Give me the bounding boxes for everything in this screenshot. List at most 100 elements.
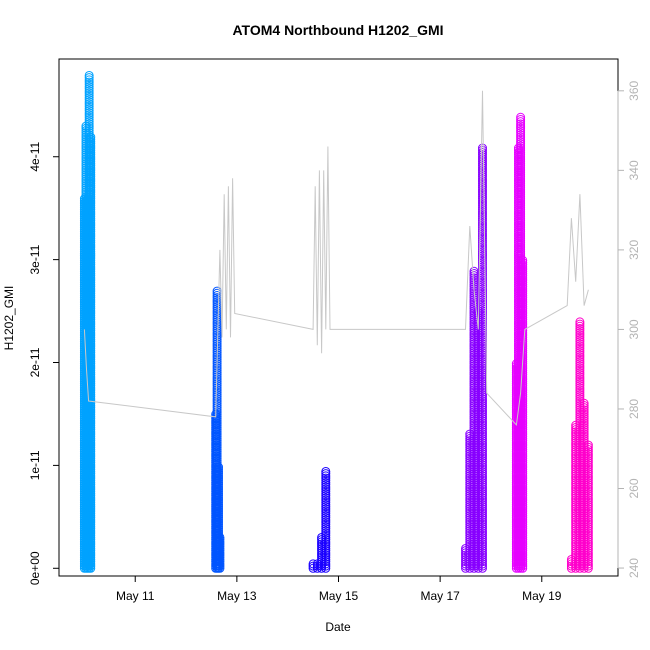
data-point bbox=[583, 493, 593, 503]
data-point bbox=[513, 211, 523, 221]
data-point bbox=[583, 484, 593, 494]
data-point bbox=[516, 147, 526, 157]
data-point bbox=[513, 200, 523, 210]
data-point bbox=[321, 550, 331, 560]
data-point bbox=[86, 218, 96, 228]
data-point bbox=[516, 163, 526, 173]
data-point bbox=[86, 462, 96, 472]
data-point bbox=[516, 293, 526, 303]
y2-tick-label: 260 bbox=[627, 478, 641, 498]
data-point bbox=[86, 301, 96, 311]
data-point bbox=[86, 345, 96, 355]
data-point bbox=[583, 491, 593, 501]
data-point bbox=[212, 416, 222, 426]
data-point bbox=[518, 409, 528, 419]
data-point bbox=[477, 147, 487, 157]
data-point bbox=[86, 290, 96, 300]
data-point bbox=[477, 161, 487, 171]
data-point bbox=[518, 407, 528, 417]
data-point bbox=[518, 420, 528, 430]
data-point bbox=[321, 517, 331, 527]
data-point bbox=[477, 486, 487, 496]
data-point bbox=[84, 88, 94, 98]
data-point bbox=[583, 506, 593, 516]
data-point bbox=[518, 315, 528, 325]
data-point bbox=[518, 488, 528, 498]
data-point bbox=[516, 480, 526, 490]
data-point bbox=[518, 330, 528, 340]
data-point bbox=[86, 508, 96, 518]
data-point bbox=[516, 174, 526, 184]
data-point bbox=[516, 356, 526, 366]
data-point bbox=[513, 167, 523, 177]
data-point bbox=[477, 255, 487, 265]
data-point bbox=[518, 328, 528, 338]
data-point bbox=[516, 438, 526, 448]
data-point bbox=[575, 359, 585, 369]
data-point bbox=[518, 473, 528, 483]
data-point bbox=[518, 282, 528, 292]
data-point bbox=[583, 466, 593, 476]
data-point bbox=[516, 466, 526, 476]
data-point bbox=[477, 224, 487, 234]
data-point bbox=[86, 167, 96, 177]
data-point bbox=[477, 554, 487, 564]
data-point bbox=[518, 471, 528, 481]
data-point bbox=[518, 552, 528, 562]
data-point bbox=[215, 557, 225, 567]
data-point bbox=[212, 429, 222, 439]
data-point bbox=[477, 543, 487, 553]
data-point bbox=[513, 143, 523, 153]
data-point bbox=[86, 163, 96, 173]
data-point bbox=[86, 352, 96, 362]
data-point bbox=[518, 271, 528, 281]
data-point bbox=[513, 198, 523, 208]
data-point bbox=[86, 189, 96, 199]
data-point bbox=[516, 277, 526, 287]
data-point bbox=[518, 264, 528, 274]
data-point bbox=[84, 92, 94, 102]
data-point bbox=[214, 530, 224, 540]
data-point bbox=[86, 389, 96, 399]
data-point bbox=[518, 299, 528, 309]
data-point bbox=[516, 317, 526, 327]
data-point bbox=[477, 524, 487, 534]
data-point bbox=[477, 499, 487, 509]
data-point bbox=[516, 143, 526, 153]
data-point bbox=[516, 227, 526, 237]
data-point bbox=[516, 132, 526, 142]
data-point bbox=[321, 537, 331, 547]
data-point bbox=[86, 227, 96, 237]
data-point bbox=[518, 526, 528, 536]
data-point bbox=[86, 513, 96, 523]
data-point bbox=[579, 409, 589, 419]
data-point bbox=[86, 493, 96, 503]
data-point bbox=[212, 455, 222, 465]
data-point bbox=[321, 495, 331, 505]
data-point bbox=[583, 515, 593, 525]
data-point bbox=[477, 535, 487, 545]
data-point bbox=[477, 242, 487, 252]
data-point bbox=[215, 543, 225, 553]
data-point bbox=[516, 187, 526, 197]
data-point bbox=[86, 317, 96, 327]
data-point bbox=[583, 447, 593, 457]
data-point bbox=[516, 504, 526, 514]
data-point bbox=[477, 411, 487, 421]
data-point bbox=[583, 532, 593, 542]
data-point bbox=[583, 550, 593, 560]
data-point bbox=[575, 365, 585, 375]
data-point bbox=[516, 462, 526, 472]
data-point bbox=[86, 405, 96, 415]
data-point bbox=[518, 482, 528, 492]
data-point bbox=[477, 458, 487, 468]
data-point bbox=[477, 407, 487, 417]
data-point bbox=[516, 161, 526, 171]
data-point bbox=[516, 548, 526, 558]
data-point bbox=[212, 383, 222, 393]
data-point bbox=[516, 315, 526, 325]
data-point bbox=[86, 139, 96, 149]
data-point bbox=[86, 541, 96, 551]
data-point bbox=[516, 114, 526, 124]
data-point bbox=[575, 334, 585, 344]
